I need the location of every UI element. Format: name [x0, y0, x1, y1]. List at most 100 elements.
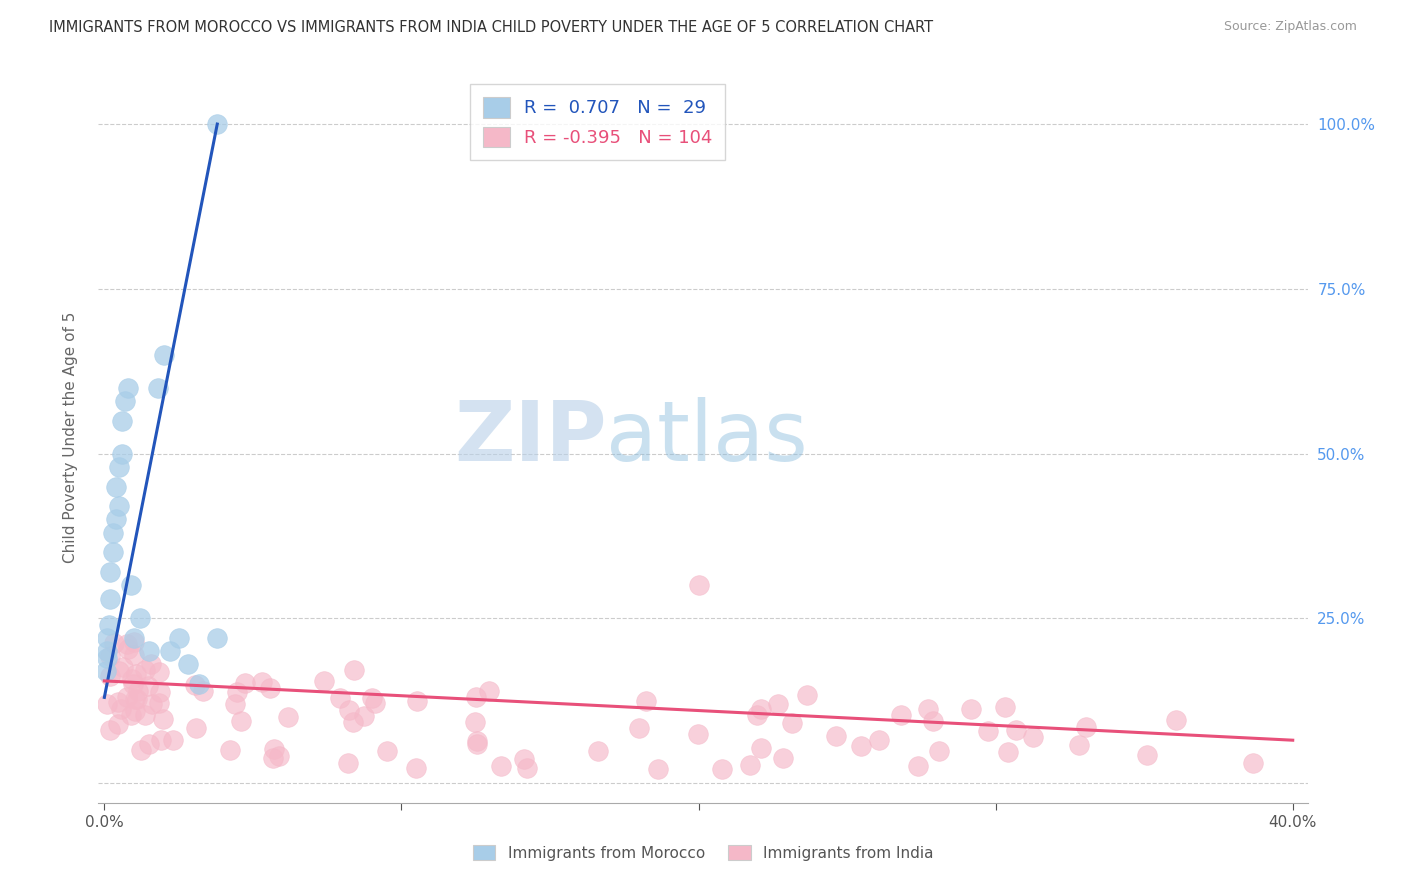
- Point: [108, 459, 131, 474]
- Point: [125, 692, 148, 706]
- Point: [959, 702, 981, 716]
- Text: atlas: atlas: [606, 397, 808, 477]
- Point: [745, 707, 768, 722]
- Point: [226, 685, 249, 699]
- Legend: Immigrants from Morocco, Immigrants from India: Immigrants from Morocco, Immigrants from…: [465, 837, 941, 868]
- Point: [1022, 730, 1045, 744]
- Point: [139, 657, 162, 671]
- Point: [108, 664, 131, 678]
- Point: [98, 669, 121, 683]
- Point: [688, 578, 710, 592]
- Point: [1074, 720, 1097, 734]
- Point: [167, 631, 190, 645]
- Point: [107, 695, 129, 709]
- Text: ZIP: ZIP: [454, 397, 606, 477]
- Point: [849, 739, 872, 753]
- Point: [890, 708, 912, 723]
- Point: [105, 479, 128, 493]
- Point: [465, 737, 488, 751]
- Point: [186, 721, 208, 735]
- Point: [465, 734, 488, 748]
- Text: IMMIGRANTS FROM MOROCCO VS IMMIGRANTS FROM INDIA CHILD POVERTY UNDER THE AGE OF : IMMIGRANTS FROM MOROCCO VS IMMIGRANTS FR…: [49, 20, 934, 35]
- Point: [1164, 714, 1187, 728]
- Point: [353, 709, 375, 723]
- Point: [117, 637, 139, 651]
- Point: [751, 702, 773, 716]
- Point: [1136, 747, 1159, 762]
- Point: [98, 723, 121, 737]
- Point: [107, 716, 129, 731]
- Point: [259, 681, 281, 695]
- Point: [229, 714, 252, 728]
- Point: [516, 761, 538, 775]
- Point: [96, 631, 118, 645]
- Point: [647, 762, 669, 776]
- Text: Source: ZipAtlas.com: Source: ZipAtlas.com: [1223, 20, 1357, 33]
- Point: [336, 756, 359, 770]
- Point: [772, 751, 794, 765]
- Point: [117, 641, 139, 656]
- Point: [191, 684, 214, 698]
- Point: [465, 690, 488, 704]
- Point: [627, 722, 650, 736]
- Point: [98, 591, 121, 606]
- Point: [103, 525, 125, 540]
- Point: [738, 757, 761, 772]
- Point: [780, 716, 803, 731]
- Point: [977, 723, 1000, 738]
- Point: [337, 703, 360, 717]
- Point: [108, 500, 131, 514]
- Point: [375, 743, 398, 757]
- Point: [277, 710, 299, 724]
- Point: [138, 737, 160, 751]
- Point: [751, 741, 773, 756]
- Point: [146, 381, 169, 395]
- Point: [98, 565, 121, 579]
- Point: [464, 714, 486, 729]
- Point: [141, 697, 163, 711]
- Point: [224, 697, 246, 711]
- Point: [120, 707, 142, 722]
- Point: [1241, 756, 1264, 770]
- Point: [148, 665, 170, 679]
- Point: [994, 700, 1017, 714]
- Point: [96, 644, 118, 658]
- Point: [997, 745, 1019, 759]
- Point: [125, 666, 148, 681]
- Point: [825, 729, 848, 743]
- Point: [124, 635, 146, 649]
- Point: [121, 672, 143, 686]
- Point: [103, 636, 125, 650]
- Point: [96, 650, 118, 665]
- Point: [406, 694, 429, 708]
- Point: [127, 684, 149, 698]
- Point: [162, 733, 184, 747]
- Point: [103, 545, 125, 559]
- Point: [263, 741, 285, 756]
- Point: [1069, 738, 1091, 752]
- Point: [129, 611, 152, 625]
- Point: [120, 578, 142, 592]
- Point: [1004, 723, 1026, 737]
- Point: [343, 663, 366, 677]
- Point: [184, 677, 207, 691]
- Point: [152, 712, 174, 726]
- Point: [94, 664, 117, 678]
- Point: [129, 743, 152, 757]
- Point: [586, 744, 609, 758]
- Point: [97, 618, 120, 632]
- Point: [124, 704, 146, 718]
- Point: [921, 714, 943, 728]
- Point: [110, 701, 132, 715]
- Point: [124, 691, 146, 706]
- Point: [235, 676, 257, 690]
- Point: [111, 660, 134, 674]
- Point: [928, 744, 950, 758]
- Point: [262, 751, 284, 765]
- Point: [105, 512, 128, 526]
- Point: [134, 708, 156, 723]
- Point: [115, 690, 138, 705]
- Y-axis label: Child Poverty Under the Age of 5: Child Poverty Under the Age of 5: [63, 311, 77, 563]
- Point: [710, 762, 733, 776]
- Point: [686, 726, 709, 740]
